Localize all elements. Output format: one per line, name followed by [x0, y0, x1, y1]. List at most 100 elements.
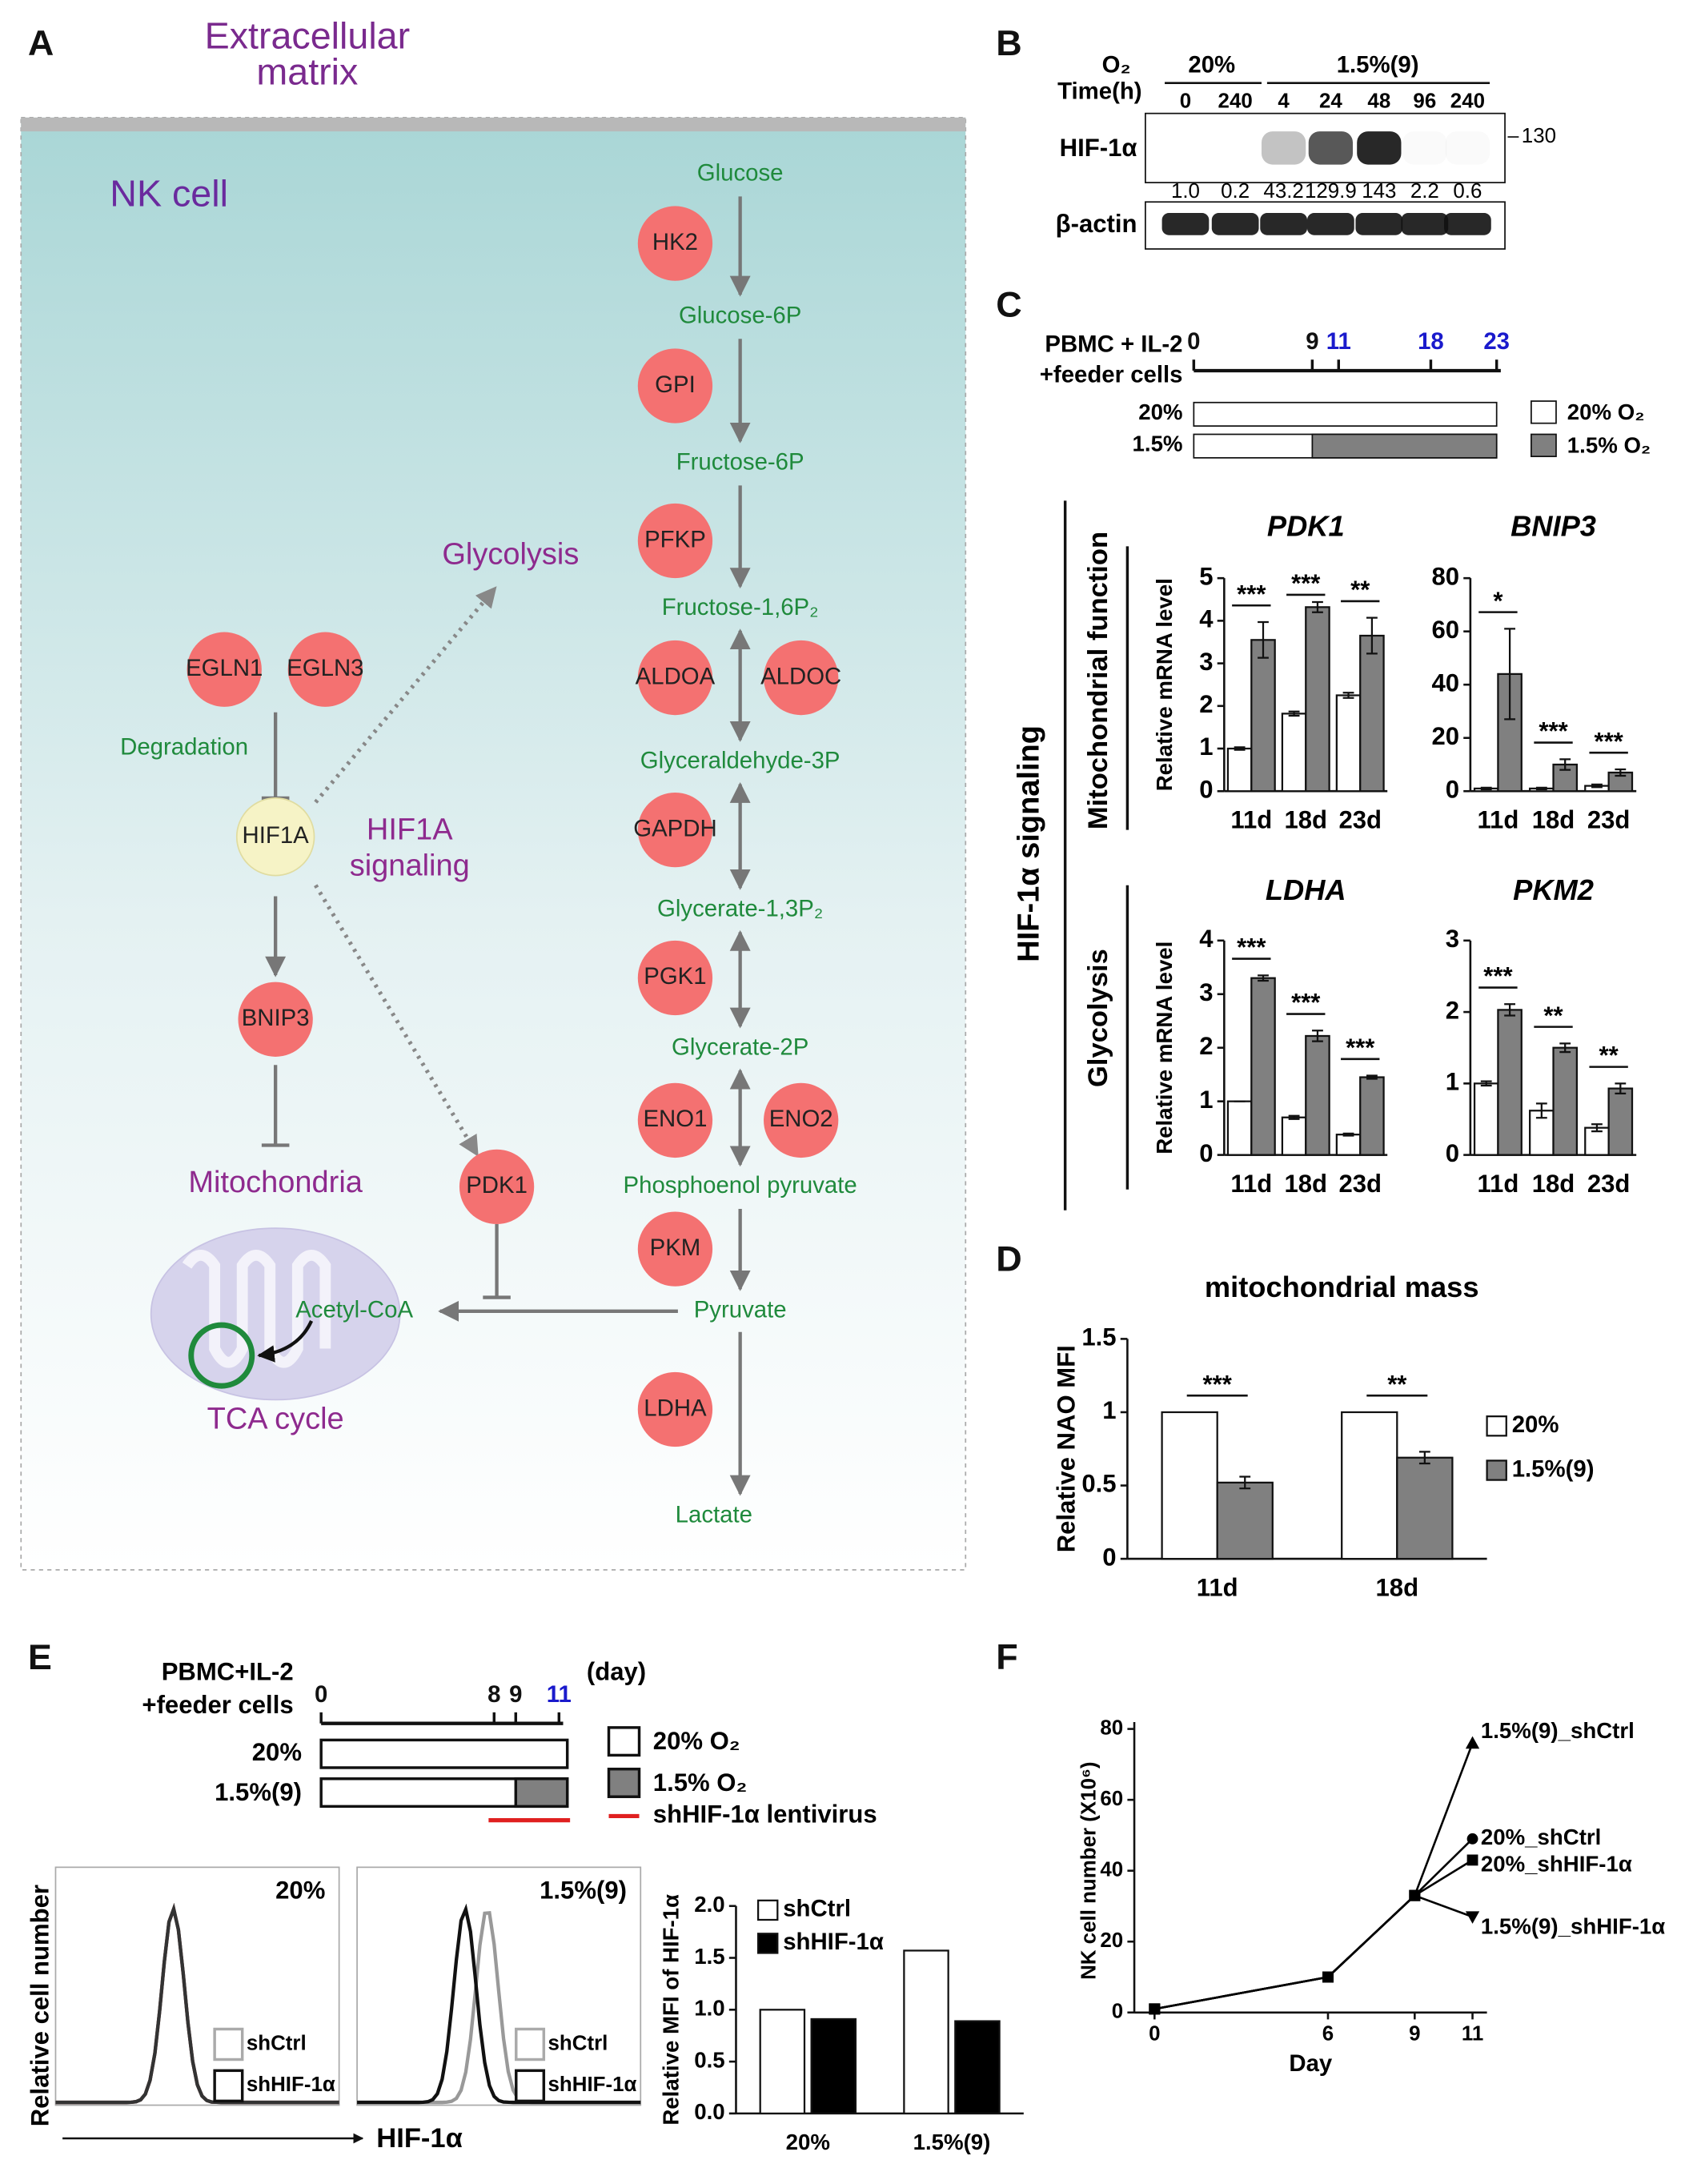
blot-band: [1446, 131, 1490, 164]
marker: [1466, 1833, 1478, 1845]
y-tick-label: 60: [1100, 1788, 1123, 1810]
bar: [1359, 1076, 1385, 1156]
quantification: 0.6: [1453, 180, 1482, 203]
bar: [759, 2009, 806, 2115]
line: [1154, 1859, 1474, 2010]
marker: [1465, 1736, 1480, 1749]
process-label: signaling: [350, 849, 470, 882]
x-tick-label: 11: [1462, 2022, 1483, 2045]
timeline-tick-label: 18: [1418, 328, 1444, 355]
row-label: β-actin: [1056, 210, 1137, 238]
group-label: 1.5%(9): [1337, 52, 1419, 78]
enzyme: ALDOC: [760, 663, 841, 689]
time: 240: [1218, 90, 1253, 113]
legend-label: 1.5% O₂: [1567, 432, 1651, 457]
side-label: Glycolysis: [1083, 949, 1113, 1087]
condition-bar: [319, 1738, 569, 1769]
header: matrix: [256, 51, 358, 93]
bar: [1497, 672, 1523, 793]
x-tick-label: 23d: [1587, 805, 1631, 833]
panel-label: B: [996, 22, 1021, 63]
metabolite: Fructose-6P: [676, 449, 804, 476]
series-label: 1.5%(9)_shHIF-1α: [1481, 1913, 1665, 1938]
enzyme: ENO1: [643, 1106, 707, 1132]
dotted-arrow: [314, 884, 479, 1157]
error-bar: [1234, 746, 1246, 751]
legend-label: shHIF-1α lentivirus: [653, 1801, 877, 1829]
y-tick-label: 0: [1199, 775, 1213, 803]
enzyme: EGLN3: [287, 655, 363, 681]
x-tick-label: 11d: [1197, 1573, 1238, 1601]
y-tick-label: 0: [1199, 1139, 1213, 1167]
histogram-curve: [55, 1902, 339, 2105]
enzyme-node: [637, 206, 713, 281]
legend-label: shCtrl: [247, 2032, 307, 2054]
legend-swatch: [1486, 1459, 1507, 1481]
x-tick-label: 18d: [1532, 805, 1575, 833]
quantification: 143: [1362, 180, 1396, 203]
x-tick-label: 18d: [1284, 805, 1327, 833]
condition-bar: [1193, 401, 1498, 427]
x-axis-label: Day: [1289, 2050, 1333, 2077]
bar: [1226, 1100, 1253, 1156]
timeline-tick-label: 8: [487, 1681, 500, 1708]
legend-label: shHIF-1α: [548, 2074, 637, 2096]
blot-band: [1260, 213, 1307, 235]
error-bar: [1288, 710, 1300, 717]
timeline-tick-label: 11: [547, 1681, 572, 1708]
y-tick-label: 2: [1199, 1032, 1213, 1060]
x-tick-label: 23d: [1587, 1170, 1631, 1198]
quantification: 0.2: [1221, 180, 1250, 203]
bar: [1305, 1034, 1330, 1156]
enzyme-node: [637, 640, 713, 716]
line: [1154, 1742, 1474, 2010]
error-bar: [1258, 974, 1269, 982]
blot-band: [1261, 131, 1306, 165]
acetyl-arrow: [257, 1320, 314, 1363]
enzyme-node: [637, 940, 713, 1016]
time: 96: [1413, 90, 1436, 113]
legend-swatch: [1531, 400, 1557, 424]
significance: **: [1543, 1002, 1563, 1030]
y-tick-label: 1: [1199, 733, 1213, 761]
line: [1154, 1837, 1474, 2010]
y-tick-label: 3: [1199, 978, 1213, 1006]
green-label: Acetyl-CoA: [295, 1297, 413, 1323]
legend-swatch: [213, 2027, 244, 2062]
timeline-unit: (day): [587, 1658, 646, 1686]
quantification: 129.9: [1305, 180, 1357, 203]
x-tick-label: 9: [1409, 2022, 1420, 2045]
y-tick-label: 1: [1199, 1086, 1213, 1114]
error-bar: [1504, 1003, 1516, 1017]
x-tick-label: 23d: [1338, 1170, 1382, 1198]
y-tick-label: 1.5: [694, 1944, 724, 1969]
process-label: Glycolysis: [442, 538, 579, 572]
y-tick-label: 4: [1199, 605, 1214, 633]
metabolite: Phosphoenol pyruvate: [624, 1172, 857, 1198]
x-tick-label: 6: [1322, 2022, 1334, 2045]
bar: [1281, 1116, 1307, 1156]
enzyme-node: [637, 348, 713, 424]
bar: [810, 2017, 857, 2115]
row-label: 20%: [252, 1738, 302, 1766]
legend-swatch: [607, 1767, 641, 1798]
bar: [1607, 1087, 1634, 1156]
tca-cycle-icon: [188, 1322, 255, 1389]
y-tick-label: 2: [1446, 996, 1459, 1024]
x-tick-label: 23d: [1338, 805, 1382, 833]
y-tick-label: 1.0: [694, 1996, 724, 2021]
hypoxia-bar: [514, 1777, 569, 1809]
panel-label: A: [28, 22, 54, 63]
enzyme: PKM: [650, 1235, 701, 1261]
enzyme-node: [459, 1149, 535, 1224]
chart-title: BNIP3: [1510, 510, 1596, 543]
significance: ***: [1291, 569, 1321, 597]
enzyme: ENO2: [769, 1106, 833, 1132]
metabolite: Lactate: [676, 1501, 752, 1528]
series-label: 20%_shCtrl: [1481, 1825, 1601, 1849]
bar: [1335, 1134, 1362, 1156]
significance: ***: [1291, 989, 1321, 1017]
timeline-tick-label: 9: [1306, 328, 1318, 355]
y-tick-label: 20: [1431, 722, 1459, 750]
timeline-tick-label: 0: [315, 1681, 327, 1708]
